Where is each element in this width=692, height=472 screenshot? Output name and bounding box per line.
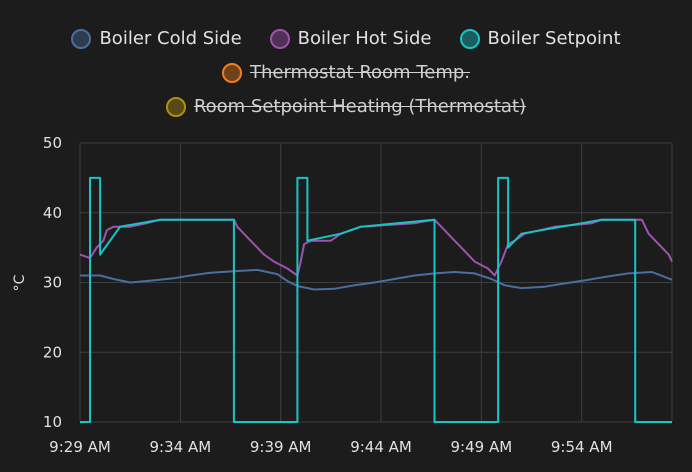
legend-item-boiler-cold-side[interactable]: Boiler Cold Side	[71, 28, 242, 49]
legend-swatch-boiler-cold-side	[71, 28, 92, 49]
legend-label: Room Setpoint Heating (Thermostat)	[193, 96, 527, 117]
legend-label: Boiler Hot Side	[297, 28, 432, 49]
x-tick-label: 9:49 AM	[451, 438, 513, 456]
legend-label: Thermostat Room Temp.	[249, 62, 471, 83]
x-tick-label: 9:39 AM	[250, 438, 312, 456]
legend-label: Boiler Setpoint	[487, 28, 621, 49]
legend-row-1: Boiler Cold Side Boiler Hot Side Boiler …	[0, 28, 692, 49]
legend-item-thermostat-room-temp[interactable]: Thermostat Room Temp.	[221, 62, 471, 83]
legend-swatch-boiler-hot-side	[269, 28, 290, 49]
y-tick-label: 20	[43, 343, 62, 361]
series-lines	[79, 176, 673, 423]
x-axis-ticks: 9:29 AM 9:34 AM 9:39 AM 9:44 AM 9:49 AM 9:54 …	[49, 438, 612, 456]
x-tick-label: 9:44 AM	[350, 438, 412, 456]
y-tick-label: 10	[43, 413, 62, 431]
legend-item-room-setpoint-heating[interactable]: Room Setpoint Heating (Thermostat)	[165, 96, 527, 117]
x-tick-label: 9:29 AM	[49, 438, 111, 456]
legend-label: Boiler Cold Side	[99, 28, 242, 49]
legend-item-boiler-setpoint[interactable]: Boiler Setpoint	[459, 28, 621, 49]
y-tick-label: 30	[43, 274, 62, 292]
series-line-boiler-hot-side	[79, 218, 673, 277]
legend-row-3: Room Setpoint Heating (Thermostat)	[0, 96, 692, 117]
series-line-boiler-setpoint	[80, 176, 672, 423]
legend-swatch-room-setpoint-heating	[165, 96, 186, 117]
x-tick-label: 9:34 AM	[150, 438, 212, 456]
x-tick-label: 9:54 AM	[551, 438, 613, 456]
legend-item-boiler-hot-side[interactable]: Boiler Hot Side	[269, 28, 432, 49]
y-tick-label: 40	[43, 204, 62, 222]
legend-swatch-boiler-setpoint	[459, 28, 480, 49]
y-axis-title: °C	[12, 274, 28, 291]
legend-swatch-thermostat-room-temp	[221, 62, 242, 83]
y-axis-ticks: 10 20 30 40 50	[43, 134, 62, 431]
legend-row-2: Thermostat Room Temp.	[0, 62, 692, 83]
y-tick-label: 50	[43, 134, 62, 152]
series-line-boiler-cold-side	[80, 268, 673, 291]
